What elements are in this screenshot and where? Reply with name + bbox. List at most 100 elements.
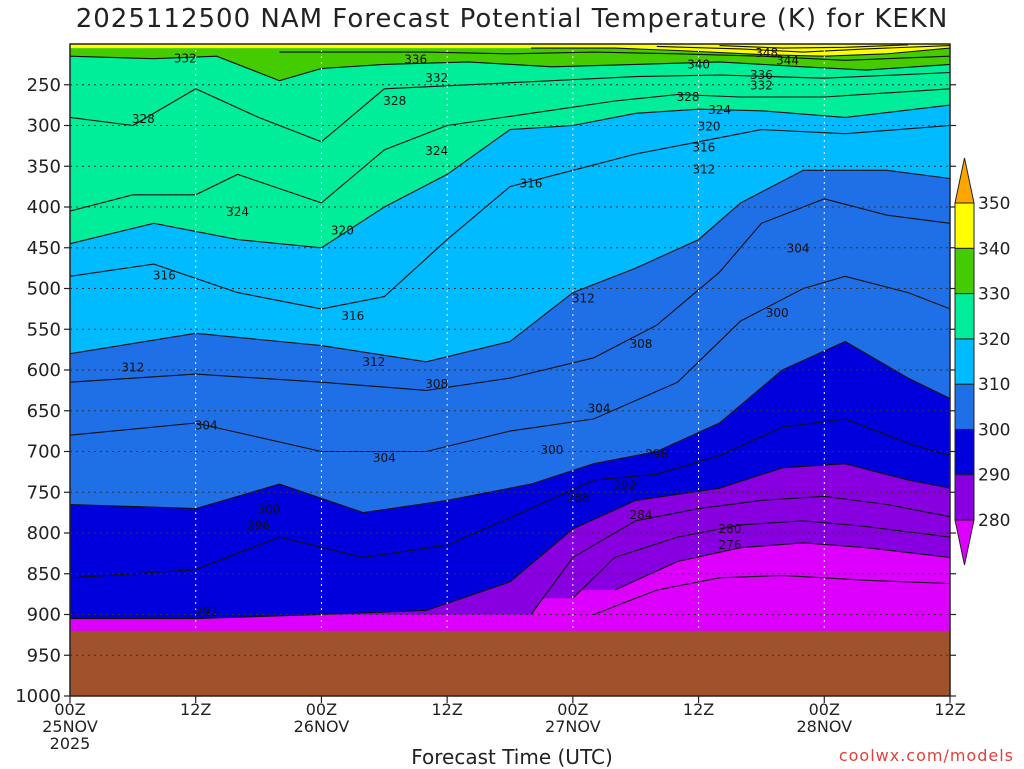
x-tick-label: 00Z	[557, 700, 588, 719]
y-tick-label: 400	[27, 197, 61, 218]
colorbar-segment	[954, 474, 975, 521]
y-tick-label: 500	[27, 279, 61, 300]
y-tick-label: 700	[27, 442, 61, 463]
y-tick-label: 550	[27, 319, 61, 340]
isentrope-296	[70, 418, 950, 579]
contour-label: 312	[692, 163, 715, 177]
source-credit: coolwx.com/models	[838, 746, 1014, 765]
contour-label: 276	[719, 538, 742, 552]
x-tick-label: 00Z	[54, 700, 85, 719]
colorbar-bottom-arrow	[954, 519, 975, 566]
y-tick-label: 650	[27, 401, 61, 422]
x-tick-label: 00Z	[306, 700, 337, 719]
y-tick-label: 800	[27, 523, 61, 544]
contour-label: 324	[708, 103, 731, 117]
contour-label: 280	[719, 522, 742, 536]
isentrope-340	[531, 47, 950, 57]
x-tick-label: 12Z	[683, 700, 714, 719]
contour-label: 304	[588, 401, 611, 415]
colorbar-segment	[954, 338, 975, 385]
x-tick-label: 00Z	[809, 700, 840, 719]
y-tick-label: 750	[27, 482, 61, 503]
y-tick-label: 450	[27, 238, 61, 259]
colorbar: 280 290 300 310 320 330 340 350	[954, 157, 1010, 566]
contour-label: 348	[755, 46, 778, 60]
x-tick-label: 27NOV	[545, 717, 601, 736]
y-tick-label: 900	[27, 605, 61, 626]
contour-label: 328	[383, 94, 406, 108]
isentrope-fill-layer	[70, 44, 950, 696]
isentrope-284	[572, 520, 950, 599]
contour-label: 304	[195, 418, 218, 432]
contour-label: 316	[341, 309, 364, 323]
contour-label: 316	[692, 141, 715, 155]
y-tick-label: 350	[27, 156, 61, 177]
contour-label: 316	[153, 268, 176, 282]
colorbar-label: 300	[978, 420, 1010, 440]
isentrope-276	[593, 574, 950, 616]
contour-label: 292	[614, 479, 637, 493]
ground-mask	[70, 630, 950, 696]
x-axis-label: Forecast Time (UTC)	[411, 745, 613, 769]
isentrope-336	[279, 51, 950, 61]
contour-label: 328	[132, 112, 155, 126]
y-tick-label: 950	[27, 645, 61, 666]
contour-label: 336	[750, 68, 773, 82]
contour-label: 316	[519, 176, 542, 190]
x-tick-label: 12Z	[431, 700, 462, 719]
isentrope-292	[70, 463, 950, 620]
isentrope-308	[70, 198, 950, 391]
isentrope-316	[70, 124, 950, 310]
colorbar-label: 340	[978, 239, 1010, 259]
contour-label: 296	[247, 519, 270, 533]
contour-label: 300	[540, 443, 563, 457]
contour-label: 296	[645, 447, 668, 461]
contour-label: 292	[195, 605, 218, 619]
contour-label: 312	[362, 355, 385, 369]
contour-label: 324	[425, 144, 448, 158]
y-tick-label: 600	[27, 360, 61, 381]
colorbar-label: 290	[978, 466, 1010, 486]
contour-label: 284	[629, 508, 652, 522]
y-tick-label: 1000	[15, 686, 61, 707]
contour-label: 324	[226, 205, 249, 219]
contour-label: 340	[687, 57, 710, 71]
contour-label: 336	[404, 52, 427, 66]
isentrope-304	[70, 275, 950, 453]
y-tick-label: 250	[27, 75, 61, 96]
colorbar-top-arrow	[954, 157, 975, 204]
contour-label: 300	[766, 306, 789, 320]
y-tick-label: 850	[27, 564, 61, 585]
contour-label: 332	[750, 79, 773, 93]
contour-label: 344	[776, 53, 799, 67]
isentrope-288	[530, 495, 950, 615]
isentrope-332	[70, 55, 950, 82]
x-tick-label: 12Z	[934, 700, 965, 719]
fill-band-348	[70, 44, 950, 49]
contour-label: 300	[258, 502, 281, 516]
x-tick-label: 2025	[50, 734, 91, 753]
colorbar-segment	[954, 293, 975, 340]
colorbar-segment	[954, 383, 975, 430]
isentrope-312	[70, 169, 950, 363]
y-axis: 250 300 350 400 450 500 550 600 650 700 750 800 850 9…	[15, 75, 956, 707]
colorbar-label: 330	[978, 285, 1010, 305]
x-tick-label: 25NOV	[42, 717, 98, 736]
colorbar-label: 310	[978, 375, 1010, 395]
contour-label: 320	[698, 119, 721, 133]
chart-title: 2025112500 NAM Forecast Potential Temper…	[75, 4, 949, 34]
colorbar-segment	[954, 247, 975, 295]
contour-label: 304	[787, 242, 810, 256]
colorbar-label: 350	[978, 194, 1010, 214]
isentrope-348	[719, 44, 909, 49]
contour-label: 332	[425, 71, 448, 85]
isentrope-320	[70, 104, 950, 249]
contour-label-layer: 3483443403363323283243203163123043003083…	[121, 46, 809, 619]
isentrope-328	[70, 71, 950, 143]
isentrope-280	[614, 542, 950, 591]
colorbar-label: 320	[978, 330, 1010, 350]
contour-label: 320	[331, 224, 354, 238]
x-tick-label: 26NOV	[294, 717, 350, 736]
